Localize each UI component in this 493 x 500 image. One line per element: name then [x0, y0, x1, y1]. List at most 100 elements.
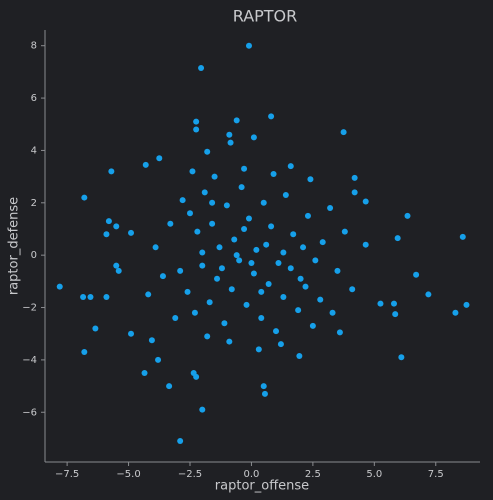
point	[238, 184, 245, 191]
point	[177, 438, 184, 445]
point	[245, 42, 252, 49]
point	[204, 148, 211, 155]
point	[209, 220, 216, 227]
point	[261, 390, 268, 397]
point	[243, 301, 250, 308]
point	[193, 118, 200, 125]
point	[223, 202, 230, 209]
y-tick-label: 8	[31, 41, 37, 52]
point	[216, 244, 223, 251]
point	[156, 155, 163, 162]
point	[199, 249, 206, 256]
chart-title: RAPTOR	[233, 7, 298, 26]
point	[309, 322, 316, 329]
point	[201, 189, 208, 196]
point	[452, 309, 459, 316]
point	[145, 291, 152, 298]
point	[295, 307, 302, 314]
point	[199, 262, 206, 269]
point	[258, 315, 265, 321]
point	[148, 337, 155, 344]
point	[233, 117, 240, 124]
point	[253, 246, 260, 253]
point	[245, 215, 252, 222]
point	[260, 199, 267, 206]
point	[206, 299, 213, 306]
x-tick-label: −7.5	[55, 469, 79, 480]
point	[221, 320, 228, 327]
point	[334, 267, 341, 274]
point	[128, 330, 135, 337]
point	[214, 275, 221, 282]
point	[459, 233, 466, 240]
point	[362, 241, 369, 248]
point	[304, 212, 311, 219]
point	[166, 383, 173, 390]
point	[268, 223, 275, 230]
point	[194, 228, 201, 235]
point	[191, 309, 198, 316]
point	[287, 265, 294, 272]
point	[172, 315, 179, 321]
point	[280, 249, 287, 256]
point	[263, 241, 270, 248]
point	[270, 171, 277, 177]
point	[198, 64, 205, 71]
point	[142, 161, 149, 168]
point	[103, 294, 110, 301]
point	[190, 369, 197, 376]
point	[236, 257, 243, 264]
point	[228, 286, 235, 293]
point	[209, 199, 216, 206]
point	[317, 296, 324, 303]
point	[193, 126, 200, 133]
point	[250, 270, 257, 277]
point	[307, 176, 314, 183]
point	[265, 280, 272, 287]
x-tick-label: −5.0	[116, 469, 140, 480]
point	[250, 134, 257, 141]
point	[103, 231, 110, 238]
y-tick-label: −4	[22, 355, 37, 366]
y-tick-label: −6	[22, 407, 37, 418]
point	[81, 194, 88, 201]
y-tick-label: 4	[31, 145, 37, 156]
point	[227, 139, 234, 146]
y-tick-label: −2	[22, 303, 37, 314]
point	[290, 231, 297, 238]
point	[329, 309, 336, 316]
point	[277, 341, 284, 348]
point	[341, 228, 348, 235]
x-tick-label: −2.5	[178, 469, 202, 480]
point	[226, 131, 233, 138]
point	[255, 346, 262, 353]
point	[226, 338, 233, 345]
point	[115, 267, 122, 274]
point	[349, 286, 356, 293]
point	[336, 329, 343, 336]
y-tick-label: 2	[31, 198, 37, 209]
x-tick-label: 5.0	[366, 469, 382, 480]
x-axis-label: raptor_offense	[215, 479, 309, 494]
point	[258, 288, 265, 295]
point	[392, 311, 399, 318]
point	[128, 229, 135, 236]
x-tick-label: 7.5	[428, 469, 444, 480]
point	[241, 225, 248, 232]
point	[280, 294, 287, 301]
point	[56, 283, 63, 290]
point	[141, 369, 148, 376]
point	[241, 165, 248, 172]
point	[319, 239, 326, 246]
y-axis-label: raptor_defense	[7, 197, 22, 295]
point	[296, 352, 303, 359]
point	[87, 294, 94, 301]
point	[218, 265, 225, 272]
point	[167, 220, 174, 227]
point	[351, 189, 358, 196]
point	[108, 168, 115, 175]
point	[189, 168, 196, 175]
point	[273, 328, 280, 335]
